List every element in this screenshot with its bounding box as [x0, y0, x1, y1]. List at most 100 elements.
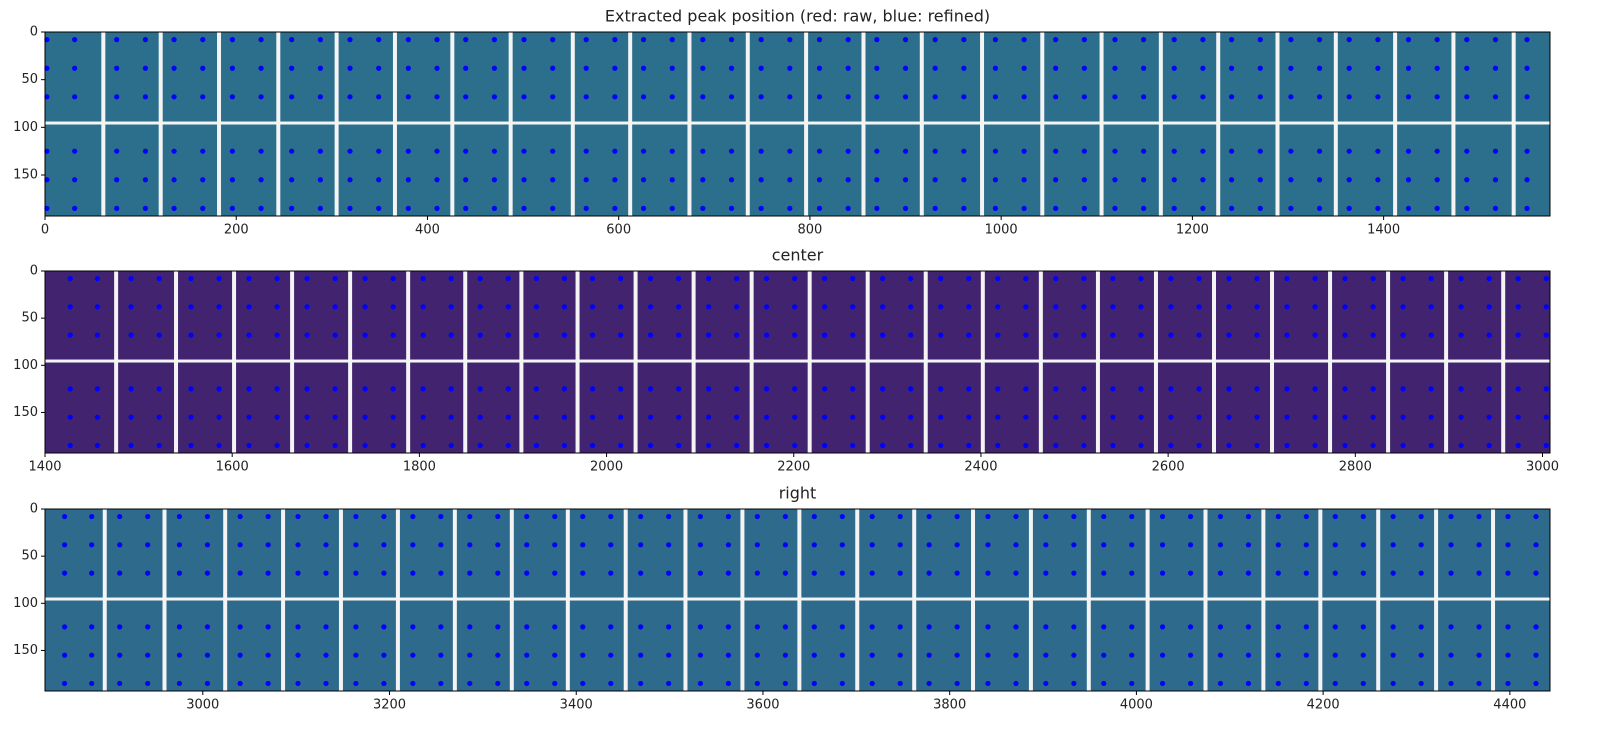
- peak: [869, 624, 875, 630]
- peak: [142, 177, 148, 183]
- peak: [700, 177, 706, 183]
- peak: [1013, 570, 1019, 576]
- peak: [1543, 275, 1549, 282]
- peak: [1141, 37, 1147, 43]
- peak: [754, 680, 760, 687]
- peak: [728, 65, 735, 71]
- peak: [89, 513, 95, 520]
- peak: [676, 442, 682, 449]
- peak: [1245, 570, 1252, 576]
- peak: [992, 205, 999, 211]
- peak: [1434, 65, 1440, 71]
- peak: [787, 177, 793, 183]
- peak: [237, 624, 243, 630]
- peak: [1081, 205, 1087, 211]
- peak: [246, 386, 252, 392]
- peak: [580, 570, 586, 576]
- peak: [1533, 652, 1539, 658]
- peak: [1486, 275, 1492, 282]
- peak: [618, 414, 624, 420]
- peak: [839, 542, 845, 548]
- peak: [317, 205, 323, 211]
- peak: [908, 304, 914, 310]
- peak: [353, 570, 359, 576]
- peak: [758, 65, 764, 71]
- peak: [1071, 513, 1077, 520]
- peak: [362, 414, 368, 420]
- peak: [782, 570, 788, 576]
- peak: [1053, 442, 1059, 449]
- peak: [258, 148, 264, 154]
- peak: [1228, 177, 1235, 183]
- peak: [72, 205, 78, 211]
- peak: [274, 414, 280, 420]
- peak: [204, 542, 211, 548]
- peak: [114, 37, 120, 43]
- peak: [265, 542, 271, 548]
- peak: [839, 513, 845, 520]
- peak: [1464, 65, 1470, 71]
- peak: [954, 652, 960, 658]
- row-gap: [45, 597, 1550, 601]
- peak: [44, 205, 50, 211]
- peak: [845, 37, 851, 43]
- peak: [1228, 205, 1235, 211]
- x-tick-label: 1200: [1176, 223, 1209, 238]
- peak: [323, 680, 329, 687]
- peak: [1171, 177, 1177, 183]
- peak: [647, 386, 654, 392]
- peak: [1245, 652, 1252, 658]
- peak: [89, 570, 95, 576]
- peak: [1360, 542, 1366, 548]
- peak: [561, 414, 568, 420]
- peak: [295, 542, 301, 548]
- peak: [265, 652, 271, 658]
- peak: [420, 386, 426, 392]
- peak: [381, 542, 387, 548]
- peak: [1101, 624, 1107, 630]
- peak: [1138, 414, 1144, 420]
- panel-title: right: [779, 484, 817, 503]
- peak: [467, 624, 473, 630]
- peak: [1168, 304, 1174, 310]
- peak: [44, 37, 50, 43]
- peak: [550, 177, 556, 183]
- peak: [237, 570, 243, 576]
- peak: [589, 304, 596, 310]
- peak: [353, 513, 359, 520]
- peak: [754, 624, 760, 630]
- peak: [589, 386, 596, 392]
- peak: [1129, 680, 1135, 687]
- peak: [1043, 624, 1049, 630]
- peak: [1275, 570, 1281, 576]
- peak: [954, 680, 960, 687]
- peak: [1405, 177, 1412, 183]
- peak: [1129, 570, 1135, 576]
- peak: [787, 94, 793, 100]
- x-tick-label: 2400: [964, 460, 997, 475]
- peak: [697, 652, 704, 658]
- y-tick-label: 150: [13, 643, 38, 658]
- peak: [521, 148, 527, 154]
- peak: [728, 177, 735, 183]
- peak: [966, 304, 972, 310]
- peak: [1332, 542, 1338, 548]
- peak: [1370, 386, 1376, 392]
- peak: [725, 513, 732, 520]
- peak: [1110, 275, 1116, 282]
- peak: [908, 386, 914, 392]
- peak: [647, 304, 654, 310]
- peak: [533, 275, 539, 282]
- peak: [1053, 37, 1059, 43]
- peak: [94, 275, 101, 282]
- peak: [1257, 177, 1263, 183]
- peak: [1081, 275, 1087, 282]
- peak: [237, 652, 243, 658]
- peak: [961, 37, 967, 43]
- x-tick-label: 3400: [560, 698, 593, 713]
- peak: [332, 414, 338, 420]
- peak: [142, 205, 148, 211]
- y-tick-label: 150: [13, 405, 38, 420]
- peak: [1081, 442, 1087, 449]
- peak: [362, 386, 368, 392]
